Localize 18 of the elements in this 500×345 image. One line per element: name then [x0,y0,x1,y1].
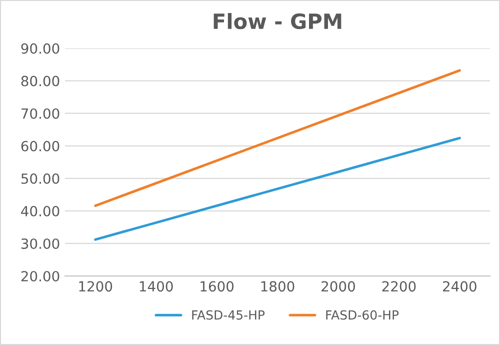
y-tick-label: 70.00 [22,108,60,119]
y-tick-label: 30.00 [21,238,60,249]
x-tick-label: 2200 [382,281,416,292]
legend-label: FASD-60-HP [326,310,399,320]
x-tick-label: 1400 [140,281,173,292]
y-tick-label: 20.00 [21,270,60,282]
x-tick-label: 2400 [442,281,476,292]
x-tick-label: 1800 [261,281,294,292]
chart-title: Flow - GPM [214,13,342,30]
x-tick-label: 1200 [79,281,112,292]
legend-label: FASD-45-HP [192,310,265,320]
y-tick-label: 80.00 [21,76,60,86]
y-tick-label: 40.00 [21,206,60,216]
x-tick-label: 2000 [322,281,355,292]
y-tick-label: 90.00 [21,43,60,54]
y-tick-label: 50.00 [21,173,60,184]
y-tick-label: 60.00 [21,140,60,152]
x-tick-label: 1600 [200,281,234,292]
